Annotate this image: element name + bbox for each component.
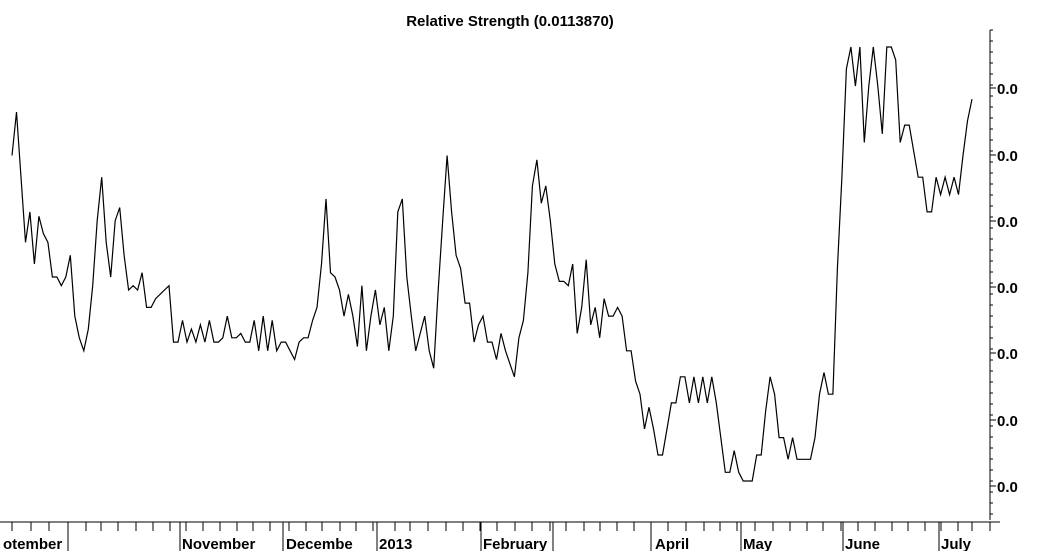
y-tick-label: 0.0 (997, 81, 1018, 98)
series-group (11, 46, 973, 482)
x-tick-label: July (941, 536, 972, 551)
y-tick-label: 0.0 (997, 214, 1018, 231)
chart-title: Relative Strength (0.0113870) (406, 13, 614, 30)
x-tick-label: November (182, 536, 256, 551)
y-axis: 0.0 0.0 0.0 0.0 0.0 0.0 0.0 (989, 29, 1018, 520)
y-tick-label: 0.0 (997, 280, 1018, 297)
x-tick-label: 2013 (379, 536, 412, 551)
x-tick-label: otember (3, 536, 62, 551)
y-tick-label: 0.0 (997, 346, 1018, 363)
x-tick-label: Decembe (286, 536, 353, 551)
x-tick-label: February (483, 536, 548, 551)
y-tick-label: 0.0 (997, 413, 1018, 430)
series-line (11, 46, 973, 482)
y-tick-label: 0.0 (997, 479, 1018, 496)
x-tick-label: May (743, 536, 773, 551)
x-axis: otember November Decembe 2013 February April M… (0, 521, 1000, 553)
x-tick-label: June (845, 536, 880, 551)
y-tick-label: 0.0 (997, 148, 1018, 165)
x-tick-label: April (655, 536, 689, 551)
